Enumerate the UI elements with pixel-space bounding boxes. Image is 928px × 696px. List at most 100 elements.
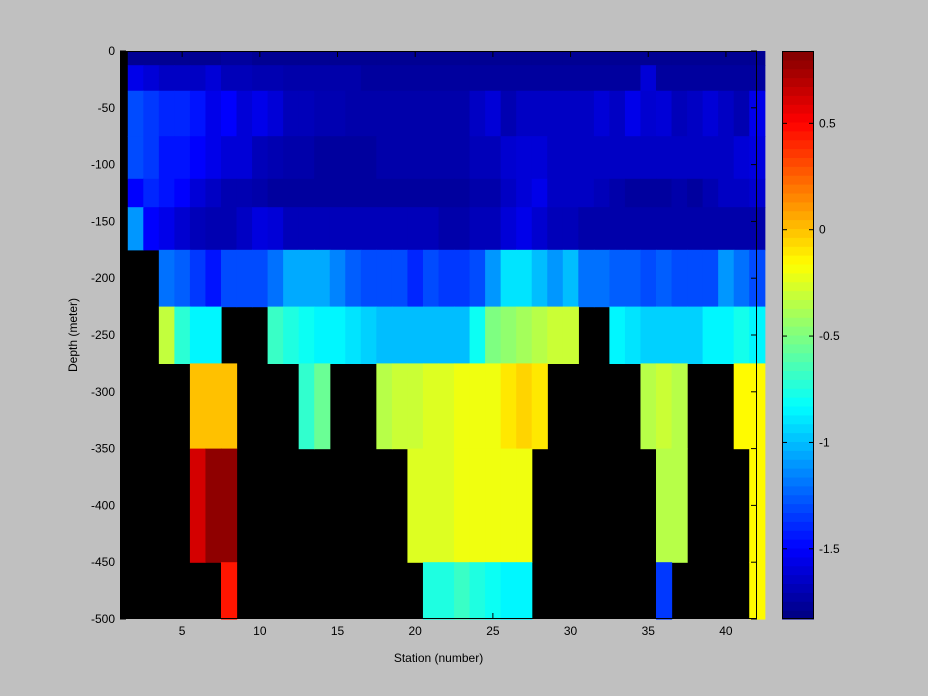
heatmap-cell [671, 90, 688, 137]
colorbar-segment [782, 539, 814, 549]
heatmap-cell [485, 562, 502, 620]
colorbar-segment [782, 122, 814, 132]
heatmap-cell [516, 207, 533, 251]
heatmap-cell [407, 178, 424, 208]
colorbar-segment [782, 237, 814, 247]
heatmap-cell [329, 136, 346, 180]
heatmap-cell [391, 65, 409, 92]
heatmap-cell [438, 207, 455, 251]
heatmap-cell [609, 207, 626, 251]
colorbar-segment [782, 68, 814, 79]
colorbar-segment [782, 521, 814, 531]
y-tick-label: -400 [91, 498, 115, 512]
heatmap-cell [500, 448, 517, 563]
heatmap-cell [562, 90, 579, 137]
heatmap-cell [407, 51, 424, 66]
x-tick-label: 30 [564, 624, 578, 638]
heatmap-cell [189, 90, 207, 137]
colorbar-segment [782, 397, 814, 407]
heatmap-cell [391, 306, 409, 364]
heatmap-cell [469, 448, 486, 563]
colorbar-segment [782, 219, 814, 230]
heatmap-cell [469, 306, 486, 364]
heatmap-cell [267, 65, 284, 92]
heatmap-cell [174, 207, 191, 251]
heatmap-cell [749, 178, 766, 208]
heatmap-cell [718, 306, 735, 364]
heatmap-cell [702, 65, 719, 92]
colorbar-frame [782, 51, 814, 619]
heatmap-cell [454, 306, 471, 364]
heatmap-cell [376, 363, 393, 450]
heatmap-cell [562, 207, 579, 251]
heatmap-cell [500, 178, 517, 208]
y-tick-label: -50 [98, 101, 116, 115]
heatmap-cell [593, 90, 611, 137]
heatmap-cell [314, 207, 331, 251]
colorbar-segment [782, 574, 814, 585]
colorbar-segment [782, 264, 814, 274]
heatmap-cell [609, 65, 626, 92]
heatmap-cell [531, 65, 548, 92]
heatmap-cell [485, 90, 502, 137]
colorbar-segment [782, 468, 814, 478]
heatmap-cell [516, 562, 533, 620]
heatmap-cell [469, 65, 486, 92]
heatmap-cell [749, 207, 766, 251]
heatmap-cell [438, 562, 455, 620]
colorbar-segment [782, 148, 814, 159]
heatmap-cell [267, 178, 284, 208]
colorbar-segment [782, 370, 814, 380]
heatmap-cell [640, 65, 657, 92]
y-tick-label: -100 [91, 158, 115, 172]
heatmap-cell [640, 363, 657, 450]
heatmap-cell [267, 249, 284, 308]
y-tick-label: -250 [91, 328, 115, 342]
heatmap-cell [345, 306, 362, 364]
heatmap-cell [547, 249, 564, 308]
heatmap-cell [298, 90, 315, 137]
heatmap-cell [733, 51, 750, 66]
heatmap-cell [547, 207, 564, 251]
heatmap-cell [733, 178, 750, 208]
heatmap-cell [438, 51, 455, 66]
heatmap-cell [205, 178, 222, 208]
heatmap-cell [189, 306, 207, 364]
heatmap-cell [609, 90, 626, 137]
heatmap-cell [329, 51, 346, 66]
heatmap-cell [314, 363, 331, 450]
heatmap-cell [531, 306, 548, 364]
heatmap-cell [189, 136, 207, 180]
heatmap-cell [298, 207, 315, 251]
heatmap-cell [267, 207, 284, 251]
heatmap-cell [593, 136, 611, 180]
heatmap-cell [376, 306, 393, 364]
heatmap-cell [562, 136, 579, 180]
heatmap-cell [640, 136, 657, 180]
heatmap-cell [422, 136, 440, 180]
heatmap-cell [298, 51, 315, 66]
heatmap-cell [578, 90, 595, 137]
heatmap-cell [360, 51, 377, 66]
y-tick-label: -150 [91, 214, 115, 228]
heatmap-cell [454, 51, 471, 66]
heatmap-cell [733, 306, 750, 364]
heatmap-cell [687, 249, 704, 308]
heatmap-cell [485, 136, 502, 180]
heatmap-cell [422, 65, 440, 92]
heatmap-cell [516, 51, 533, 66]
heatmap-cell [422, 363, 440, 450]
heatmap-cell [671, 306, 688, 364]
heatmap-cell [687, 136, 704, 180]
heatmap-cell [236, 65, 253, 92]
heatmap-cell [656, 178, 673, 208]
heatmap-cell [205, 90, 222, 137]
heatmap-cell [205, 448, 222, 563]
colorbar-segment [782, 512, 814, 522]
y-tick-label: -450 [91, 555, 115, 569]
heatmap-cell [702, 306, 719, 364]
heatmap-cell [671, 136, 688, 180]
heatmap-cell [407, 448, 424, 563]
heatmap-cell [329, 249, 346, 308]
y-axis-label: Depth (meter) [66, 298, 80, 372]
